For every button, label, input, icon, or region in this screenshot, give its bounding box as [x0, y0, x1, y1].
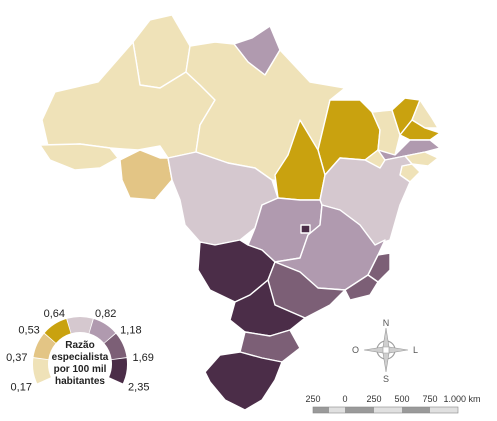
legend-break-label-2: 0,37 [6, 352, 27, 364]
legend-break-label-1: 0,17 [11, 381, 32, 393]
compass-east-label: L [413, 345, 418, 355]
scale-label-2: 0 [342, 394, 347, 404]
compass-north-label: N [383, 318, 390, 328]
state-df [300, 224, 311, 234]
state-rj [344, 274, 379, 301]
state-rn [411, 99, 439, 129]
scale-bar-outline [312, 406, 459, 414]
legend-swatch-5 [89, 319, 116, 343]
legend-title-line-3: por 100 mil [54, 364, 107, 375]
state-rs [204, 351, 283, 411]
scale-segment-4 [374, 407, 402, 413]
legend-labels: 0,17 0,37 0,53 0,64 0,82 1,18 1,69 2,35 [6, 308, 154, 393]
legend-title-line-2: especialista [52, 352, 109, 363]
scale-label-4: 500 [394, 394, 409, 404]
legend-swatch-6 [104, 333, 127, 360]
legend-swatch-1 [33, 358, 51, 384]
scale-segment-6 [430, 407, 458, 413]
scale-bar: 250 0 250 500 750 1.000 km [305, 394, 481, 414]
states-layer [39, 14, 441, 411]
legend-break-label-6: 1,18 [120, 324, 141, 336]
legend-swatch-4 [67, 316, 93, 334]
legend-swatch-2 [33, 333, 56, 360]
legend: 0,17 0,37 0,53 0,64 0,82 1,18 1,69 2,35 Razão e… [6, 308, 154, 393]
state-pr [229, 279, 306, 337]
state-ac [39, 143, 119, 171]
legend-break-label-3: 0,53 [18, 324, 39, 336]
legend-break-label-7: 1,69 [133, 352, 154, 364]
compass-rose-icon: N S L O [352, 318, 418, 384]
legend-title-line-4: habitantes [55, 376, 105, 387]
scale-label-1: 250 [305, 394, 320, 404]
state-ro [119, 149, 173, 201]
scale-segment-3 [345, 407, 374, 413]
legend-break-label-8: 2,35 [128, 381, 149, 393]
legend-break-label-4: 0,64 [44, 308, 65, 320]
scale-label-5: 750 [422, 394, 437, 404]
state-es [367, 252, 391, 283]
legend-arcs [33, 316, 127, 384]
scale-label-3: 250 [366, 394, 381, 404]
legend-swatch-3 [44, 319, 71, 343]
compass-south-label: S [383, 374, 389, 384]
compass-west-label: O [352, 345, 359, 355]
legend-swatch-7 [109, 358, 127, 384]
scale-segment-2 [329, 407, 345, 413]
scale-segment-1 [313, 407, 329, 413]
legend-title-line-1: Razão [65, 340, 94, 351]
legend-break-label-5: 0,82 [95, 308, 116, 320]
scale-segment-5 [402, 407, 430, 413]
scale-label-6: 1.000 km [443, 394, 480, 404]
